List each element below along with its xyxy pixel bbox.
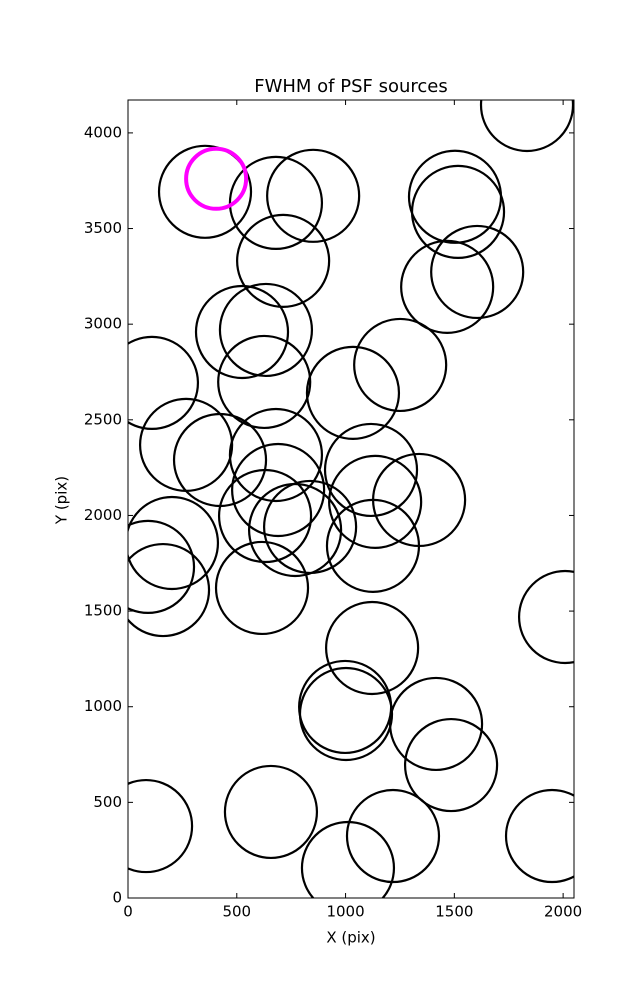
source-circle bbox=[247, 482, 343, 578]
y-tick-label: 1500 bbox=[84, 602, 122, 620]
source-circle bbox=[217, 334, 312, 430]
source-circle bbox=[172, 412, 268, 508]
source-circle bbox=[298, 659, 393, 755]
source-circle bbox=[325, 498, 421, 593]
x-tick-label: 1500 bbox=[435, 903, 473, 921]
source-circle bbox=[479, 100, 574, 153]
y-tick-label: 3500 bbox=[84, 219, 122, 237]
source-circle bbox=[345, 788, 441, 884]
x-tick-label: 2000 bbox=[544, 903, 582, 921]
source-circle bbox=[517, 569, 574, 665]
x-tick-label: 0 bbox=[123, 903, 133, 921]
source-circle bbox=[128, 335, 200, 430]
source-circle bbox=[214, 540, 310, 636]
source-circle bbox=[400, 239, 495, 334]
source-circle bbox=[298, 666, 394, 762]
plot-frame bbox=[127, 99, 575, 899]
y-tick-label: 4000 bbox=[84, 123, 122, 141]
source-circle bbox=[218, 282, 314, 378]
x-tick-label: 500 bbox=[222, 903, 251, 921]
source-circle bbox=[403, 717, 499, 813]
source-circle bbox=[328, 454, 423, 549]
y-tick-label: 0 bbox=[112, 889, 122, 907]
source-circle bbox=[430, 224, 525, 320]
source-circle bbox=[231, 442, 326, 538]
x-tick-label: 1000 bbox=[326, 903, 364, 921]
plot-area bbox=[128, 100, 574, 898]
source-circle bbox=[128, 778, 194, 874]
source-circle bbox=[184, 146, 249, 211]
source-circle bbox=[236, 213, 331, 308]
chart-title: FWHM of PSF sources bbox=[254, 76, 448, 97]
source-circle bbox=[323, 422, 419, 518]
source-circle bbox=[128, 519, 196, 614]
x-axis-label: X (pix) bbox=[326, 929, 375, 947]
source-circle bbox=[407, 149, 503, 244]
source-circle bbox=[128, 495, 220, 591]
source-circle bbox=[157, 144, 253, 239]
source-circle bbox=[504, 788, 574, 884]
y-tick-label: 3000 bbox=[84, 315, 122, 333]
source-circle bbox=[223, 764, 319, 860]
source-circle bbox=[305, 345, 401, 440]
y-tick-label: 1000 bbox=[84, 697, 122, 715]
y-tick-label: 2000 bbox=[84, 506, 122, 524]
y-tick-label: 500 bbox=[93, 793, 122, 811]
source-circle bbox=[194, 284, 290, 380]
source-circle bbox=[228, 407, 324, 503]
y-tick-label: 2500 bbox=[84, 410, 122, 428]
source-circle bbox=[300, 820, 396, 898]
source-circle bbox=[266, 148, 361, 243]
source-circle bbox=[217, 468, 313, 564]
source-circle bbox=[325, 600, 420, 696]
source-circle bbox=[353, 317, 448, 413]
y-axis-label: Y (pix) bbox=[53, 476, 71, 525]
source-circle bbox=[371, 452, 467, 548]
source-circle bbox=[410, 164, 506, 259]
source-circle bbox=[388, 676, 484, 772]
source-circle bbox=[128, 542, 211, 638]
source-circle bbox=[228, 155, 324, 251]
